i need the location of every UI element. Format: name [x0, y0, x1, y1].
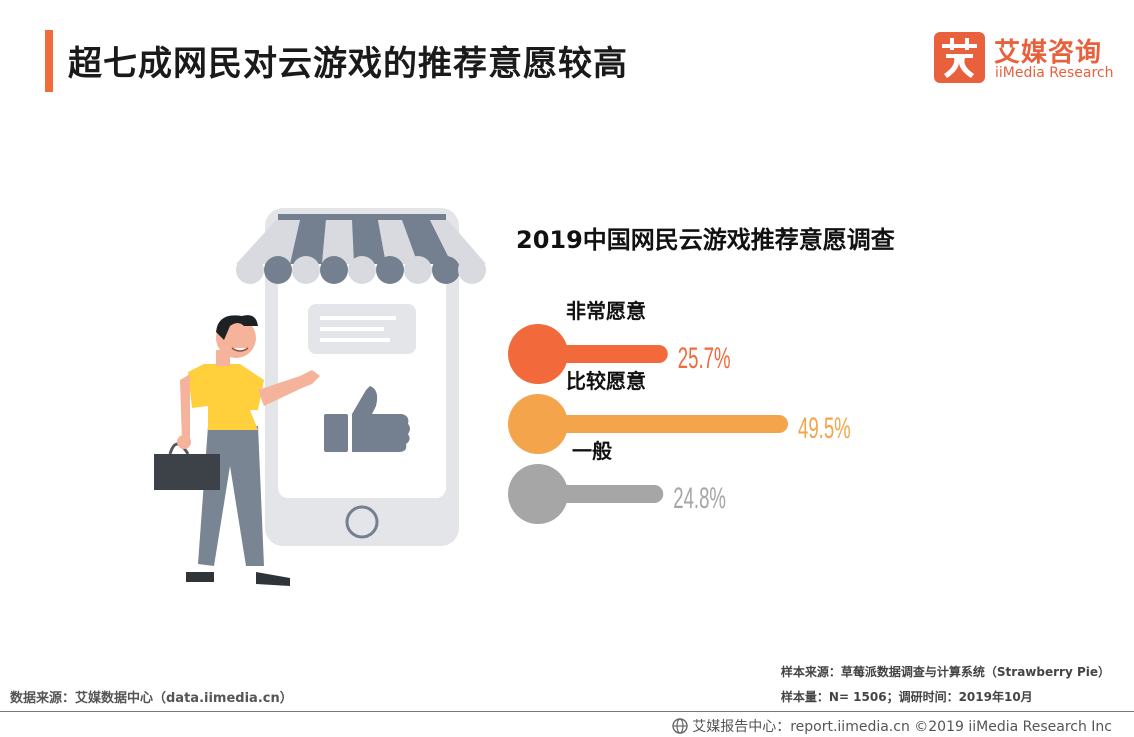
- logo-name-cn: 艾媒咨询: [994, 38, 1103, 68]
- recommendation-chart: 2019中国网民云游戏推荐意愿调查 非常愿意 25.7% 比较愿意 49.5% 一般 24…: [508, 226, 895, 524]
- category-label: 一般: [572, 439, 612, 463]
- sample-source-note: 样本来源：草莓派数据调查与计算系统（Strawberry Pie）: [780, 665, 1110, 679]
- sample-size-note: 样本量：N= 1506；调研时间：2019年10月: [780, 690, 1033, 704]
- value-label: 25.7%: [678, 342, 731, 376]
- page-title: 超七成网民对云游戏的推荐意愿较高: [68, 44, 628, 84]
- bar: [538, 345, 668, 363]
- awning-icon: [236, 214, 486, 284]
- title-accent-bar: [45, 30, 53, 92]
- phone-shopper-illustration: [154, 208, 486, 586]
- value-label: 49.5%: [798, 412, 851, 446]
- man-figure-icon: [154, 315, 320, 586]
- bar-head: [508, 324, 568, 384]
- chart-title: 2019中国网民云游戏推荐意愿调查: [516, 226, 895, 254]
- bar-head: [508, 464, 568, 524]
- phone-home-button-icon: [345, 505, 379, 539]
- bar: [538, 415, 788, 433]
- footer-text: 艾媒报告中心：report.iimedia.cn ©2019 iiMedia R…: [692, 719, 1112, 735]
- bar: [538, 485, 664, 503]
- sample-notes: 样本来源：草莓派数据调查与计算系统（Strawberry Pie） 样本量：N=…: [781, 660, 1110, 710]
- footer-divider: [0, 711, 1134, 712]
- brand-logo: 艾媒咨询 iiMedia Research: [934, 32, 1114, 86]
- logo-mark: [934, 32, 985, 83]
- data-source-note: 数据来源：艾媒数据中心（data.iimedia.cn）: [10, 691, 293, 706]
- chart-bars: 非常愿意 25.7% 比较愿意 49.5% 一般 24.8%: [508, 299, 851, 524]
- category-label: 非常愿意: [566, 299, 646, 323]
- value-label: 24.8%: [673, 482, 726, 516]
- logo-glyph-icon: [942, 38, 977, 78]
- footer: 艾媒报告中心：report.iimedia.cn ©2019 iiMedia R…: [672, 716, 1112, 736]
- logo-name-en: iiMedia Research: [995, 65, 1114, 81]
- bar-head: [508, 394, 568, 454]
- globe-icon: [672, 718, 688, 734]
- thumbs-up-icon: [324, 386, 410, 452]
- category-label: 比较愿意: [566, 369, 646, 393]
